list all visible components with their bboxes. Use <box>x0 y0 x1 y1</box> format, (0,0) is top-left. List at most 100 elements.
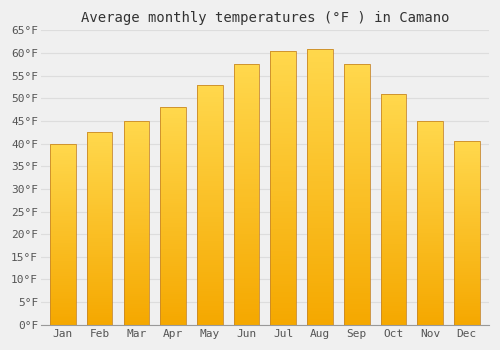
Bar <box>454 173 479 174</box>
Bar <box>380 274 406 276</box>
Bar <box>124 300 149 302</box>
Bar <box>124 258 149 260</box>
Bar <box>234 145 260 148</box>
Bar <box>380 172 406 175</box>
Bar <box>418 261 443 264</box>
Bar <box>418 258 443 260</box>
Bar <box>124 239 149 241</box>
Bar <box>234 273 260 275</box>
Bar <box>87 190 112 192</box>
Bar <box>454 180 479 182</box>
Bar <box>454 171 479 173</box>
Bar <box>307 270 333 272</box>
Bar <box>124 144 149 146</box>
Bar <box>380 212 406 214</box>
Bar <box>234 294 260 296</box>
Bar <box>234 296 260 299</box>
Bar <box>380 234 406 237</box>
Bar <box>270 275 296 278</box>
Bar <box>380 110 406 112</box>
Bar <box>307 233 333 236</box>
Bar <box>454 248 479 250</box>
Bar <box>124 298 149 300</box>
Bar <box>418 139 443 141</box>
Bar <box>454 255 479 257</box>
Bar <box>234 299 260 301</box>
Bar <box>307 203 333 206</box>
Bar <box>380 218 406 221</box>
Bar <box>270 76 296 78</box>
Bar <box>160 149 186 151</box>
Bar <box>344 176 370 179</box>
Bar <box>344 137 370 140</box>
Bar <box>50 178 76 180</box>
Bar <box>50 234 76 236</box>
Bar <box>418 235 443 237</box>
Bar <box>307 118 333 120</box>
Bar <box>50 279 76 281</box>
Bar <box>197 142 222 145</box>
Bar <box>418 292 443 294</box>
Bar <box>380 195 406 198</box>
Bar <box>234 218 260 220</box>
Bar <box>234 148 260 150</box>
Bar <box>234 90 260 93</box>
Bar <box>270 223 296 226</box>
Bar <box>380 121 406 124</box>
Bar <box>160 296 186 299</box>
Bar <box>307 306 333 308</box>
Bar <box>380 209 406 212</box>
Bar <box>380 315 406 318</box>
Bar <box>380 135 406 138</box>
Bar <box>50 287 76 288</box>
Bar <box>87 165 112 167</box>
Bar <box>454 154 479 156</box>
Bar <box>307 176 333 178</box>
Bar <box>124 186 149 188</box>
Bar <box>307 245 333 247</box>
Bar <box>418 135 443 137</box>
Bar <box>418 241 443 243</box>
Bar <box>160 240 186 242</box>
Bar <box>418 131 443 133</box>
Bar <box>380 313 406 315</box>
Bar <box>124 168 149 170</box>
Bar <box>270 78 296 81</box>
Bar <box>87 188 112 190</box>
Bar <box>270 311 296 314</box>
Bar <box>234 106 260 108</box>
Bar <box>234 288 260 291</box>
Bar <box>87 257 112 259</box>
Bar <box>234 119 260 122</box>
Bar <box>307 62 333 65</box>
Bar <box>87 229 112 230</box>
Bar <box>234 278 260 280</box>
Bar <box>160 177 186 179</box>
Bar <box>270 149 296 152</box>
Bar <box>50 227 76 229</box>
Bar <box>418 266 443 268</box>
Bar <box>160 147 186 149</box>
Bar <box>50 278 76 279</box>
Bar <box>124 249 149 251</box>
Bar <box>234 215 260 218</box>
Bar <box>197 229 222 231</box>
Bar <box>307 264 333 267</box>
Bar <box>380 207 406 209</box>
Bar <box>270 103 296 106</box>
Bar <box>197 301 222 303</box>
Bar <box>454 213 479 215</box>
Bar <box>307 225 333 228</box>
Bar <box>87 303 112 306</box>
Bar <box>270 229 296 232</box>
Bar <box>197 152 222 154</box>
Bar <box>197 164 222 166</box>
Bar <box>87 186 112 188</box>
Bar <box>50 151 76 153</box>
Bar <box>87 217 112 219</box>
Bar <box>454 292 479 294</box>
Bar <box>87 321 112 323</box>
Bar <box>197 219 222 222</box>
Bar <box>197 308 222 310</box>
Bar <box>160 275 186 277</box>
